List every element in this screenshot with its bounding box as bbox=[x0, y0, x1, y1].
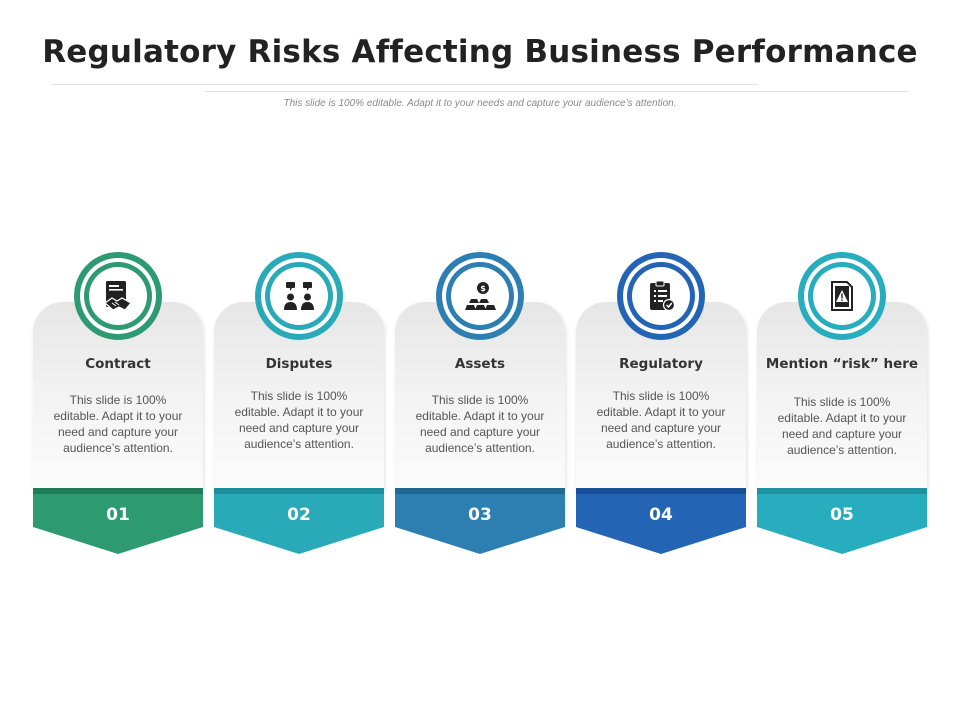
card-label: Mention “risk” here bbox=[765, 356, 919, 372]
card-description: This slide is 100% editable. Adapt it to… bbox=[234, 389, 364, 451]
dispute-people-icon bbox=[284, 282, 314, 310]
card-band bbox=[33, 488, 203, 494]
card-number: 03 bbox=[468, 505, 492, 525]
icon-ring: $ bbox=[436, 252, 524, 340]
contract-handshake-icon bbox=[104, 281, 132, 311]
slide-subtitle: This slide is 100% editable. Adapt it to… bbox=[283, 98, 677, 109]
card-number: 02 bbox=[287, 505, 311, 525]
card-band bbox=[395, 488, 565, 494]
card-description: This slide is 100% editable. Adapt it to… bbox=[415, 393, 545, 455]
card-description: This slide is 100% editable. Adapt it to… bbox=[777, 395, 907, 457]
card-label: Contract bbox=[85, 356, 151, 372]
card-label: Disputes bbox=[265, 356, 333, 372]
icon-ring bbox=[74, 252, 162, 340]
risk-card-regulatory: Regulatory This slide is 100% editable. … bbox=[576, 252, 746, 554]
risk-card-disputes: Disputes This slide is 100% editable. Ad… bbox=[214, 252, 384, 554]
clipboard-check-icon bbox=[650, 280, 676, 312]
risk-card-assets: $ Assets This slide is 100% editable. Ad… bbox=[395, 252, 565, 554]
card-description: This slide is 100% editable. Adapt it to… bbox=[596, 389, 726, 451]
icon-ring bbox=[617, 252, 705, 340]
card-number-tag: 01 bbox=[33, 494, 203, 554]
card-band bbox=[757, 488, 927, 494]
svg-text:$: $ bbox=[480, 284, 486, 293]
card-band bbox=[576, 488, 746, 494]
card-label: Regulatory bbox=[619, 356, 703, 372]
title-divider-bottom bbox=[205, 91, 908, 92]
document-warning-icon bbox=[831, 281, 853, 311]
card-number-tag: 02 bbox=[214, 494, 384, 554]
card-band bbox=[214, 488, 384, 494]
card-number: 05 bbox=[830, 505, 854, 525]
card-number: 01 bbox=[106, 505, 130, 525]
card-label: Assets bbox=[454, 356, 506, 372]
icon-ring bbox=[255, 252, 343, 340]
card-number-tag: 04 bbox=[576, 494, 746, 554]
slide-title: Regulatory Risks Affecting Business Perf… bbox=[42, 34, 918, 70]
card-description: This slide is 100% editable. Adapt it to… bbox=[53, 393, 183, 455]
gold-bars-icon: $ bbox=[465, 282, 496, 310]
card-number-tag: 03 bbox=[395, 494, 565, 554]
card-number: 04 bbox=[649, 505, 673, 525]
risk-card-mention-risk: Mention “risk” here This slide is 100% e… bbox=[757, 252, 927, 554]
icon-ring bbox=[798, 252, 886, 340]
card-number-tag: 05 bbox=[757, 494, 927, 554]
risk-card-contract: Contract This slide is 100% editable. Ad… bbox=[33, 252, 203, 554]
title-divider-top bbox=[52, 84, 758, 85]
